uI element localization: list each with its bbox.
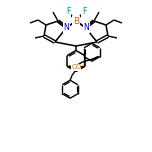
- Text: N: N: [84, 23, 89, 32]
- Text: O: O: [75, 64, 81, 70]
- Text: +: +: [88, 21, 93, 26]
- Text: B: B: [73, 17, 79, 26]
- Text: O: O: [71, 64, 77, 70]
- Text: F: F: [66, 7, 70, 17]
- Text: F: F: [82, 7, 86, 17]
- Text: N: N: [64, 23, 69, 32]
